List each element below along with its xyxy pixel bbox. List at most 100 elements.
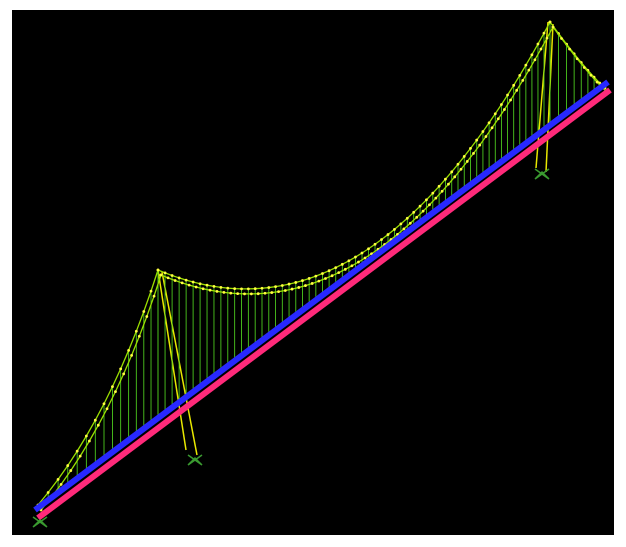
cable-node xyxy=(324,277,327,280)
cable-node xyxy=(393,228,396,231)
cable-node xyxy=(472,152,475,155)
cable-node xyxy=(409,222,412,225)
cable-node xyxy=(114,390,117,393)
cable-node xyxy=(213,285,216,288)
cable-node xyxy=(402,228,405,231)
cable-node xyxy=(337,271,340,274)
cable-node xyxy=(97,424,100,427)
cable-node xyxy=(270,291,273,294)
cable-node xyxy=(111,385,114,388)
cable-node xyxy=(422,210,425,213)
cable-node xyxy=(431,192,434,195)
cable-node xyxy=(478,144,481,147)
cable-node xyxy=(344,268,347,271)
cable-node xyxy=(130,354,133,357)
cable-node xyxy=(367,247,370,250)
cable-node xyxy=(47,491,50,494)
cable-node xyxy=(308,277,311,280)
cable-node xyxy=(127,349,130,352)
cable-node xyxy=(160,274,163,277)
cable-node xyxy=(185,279,188,282)
cable-node xyxy=(406,217,409,220)
cable-node xyxy=(357,261,360,264)
cable-node xyxy=(216,290,219,293)
cable-node xyxy=(387,233,390,236)
cable-node xyxy=(543,32,546,35)
cable-node xyxy=(304,284,307,287)
cable-node xyxy=(294,281,297,284)
cable-node xyxy=(412,211,415,214)
cable-node xyxy=(261,287,264,290)
cable-node xyxy=(374,243,377,246)
cable-node xyxy=(106,407,109,410)
cable-node xyxy=(531,53,534,56)
cable-node xyxy=(267,286,270,289)
cable-node xyxy=(277,290,280,293)
cable-node xyxy=(328,269,331,272)
cable-node xyxy=(450,170,453,173)
cable-node xyxy=(457,163,460,166)
cable-node xyxy=(188,284,191,287)
cable-node xyxy=(181,282,184,285)
cable-node xyxy=(512,84,515,87)
cable-node xyxy=(331,274,334,277)
cable-node xyxy=(527,69,530,72)
cable-node xyxy=(150,290,153,293)
cable-node xyxy=(447,183,450,186)
cable-node xyxy=(460,168,463,171)
cable-node xyxy=(425,198,428,201)
cable-node xyxy=(534,58,537,61)
cable-node xyxy=(334,266,337,269)
cable-node xyxy=(596,81,599,84)
cable-node xyxy=(491,126,494,129)
cable-node xyxy=(583,66,586,69)
cable-node xyxy=(552,26,555,29)
cable-node xyxy=(236,292,239,295)
cable-node xyxy=(174,279,177,282)
cable-node xyxy=(500,103,503,106)
cable-node xyxy=(364,257,367,260)
cable-node xyxy=(157,269,160,272)
cable-node xyxy=(178,277,181,280)
cable-node xyxy=(219,286,222,289)
page: (() => { const data = JSON.parse(documen… xyxy=(0,0,626,547)
cable-node xyxy=(494,112,497,115)
cable-node xyxy=(199,282,202,285)
cable-node xyxy=(438,185,441,188)
cable-node xyxy=(281,284,284,287)
cable-node xyxy=(195,286,198,289)
cable-node xyxy=(79,455,82,458)
cable-node xyxy=(60,483,63,486)
cable-node xyxy=(524,64,527,67)
cable-node xyxy=(243,292,246,295)
cable-node xyxy=(497,117,500,120)
cable-node xyxy=(288,283,291,286)
cable-node xyxy=(576,57,579,60)
cable-node xyxy=(428,203,431,206)
cable-node xyxy=(537,43,540,46)
cable-node xyxy=(503,108,506,111)
cable-node xyxy=(76,450,79,453)
cable-node xyxy=(506,94,509,97)
cable-node xyxy=(469,147,472,150)
cable-node xyxy=(103,402,106,405)
cable-node xyxy=(518,74,521,77)
cable-node xyxy=(229,292,232,295)
cable-node xyxy=(88,440,91,443)
cable-node xyxy=(482,130,485,133)
cable-node xyxy=(314,275,317,278)
cable-node xyxy=(589,74,592,77)
cable-node xyxy=(434,197,437,200)
cable-node xyxy=(453,175,456,178)
cable-node xyxy=(57,478,60,481)
cable-node xyxy=(254,287,257,290)
cable-node xyxy=(264,292,267,295)
cable-node xyxy=(209,289,212,292)
cable-node xyxy=(441,190,444,193)
cable-node xyxy=(361,252,364,255)
cable-node xyxy=(69,469,72,472)
cable-node xyxy=(164,271,167,274)
cable-node xyxy=(222,291,225,294)
cable-node xyxy=(399,223,402,226)
cable-node xyxy=(521,79,524,82)
